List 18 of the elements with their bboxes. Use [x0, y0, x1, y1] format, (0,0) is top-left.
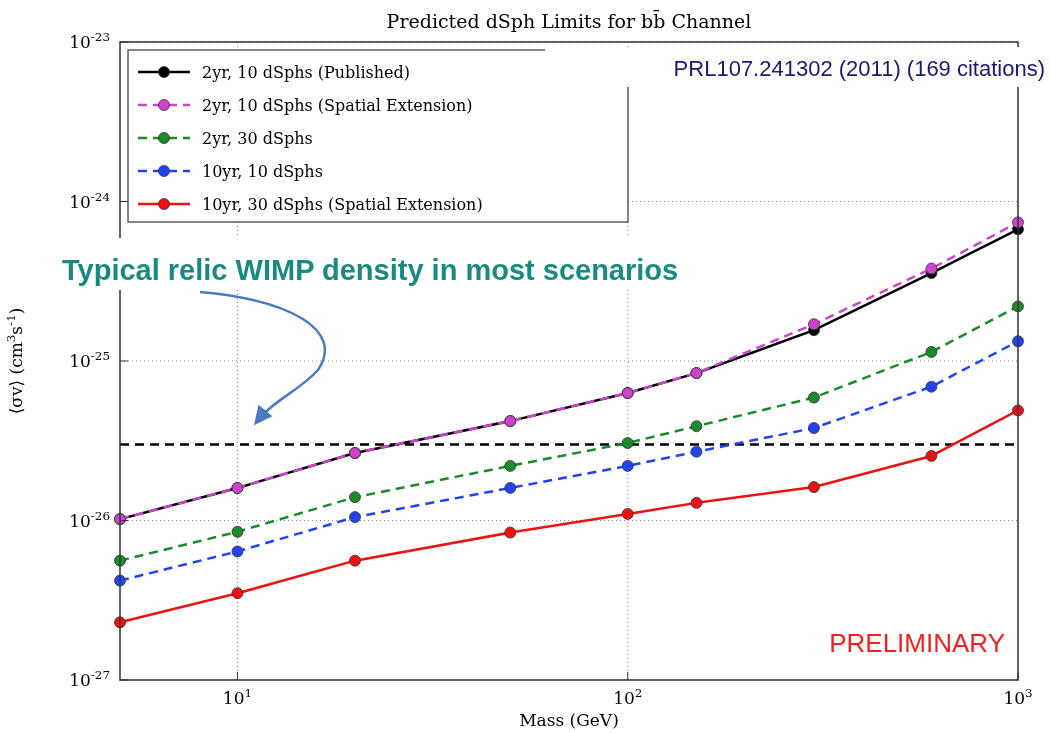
- annotation: Typical relic WIMP density in most scenarios: [62, 254, 679, 286]
- x-axis-title: Mass (GeV): [519, 710, 619, 730]
- y-tick-label: 10$^{-24}$: [69, 189, 110, 212]
- y-tick-label: 10$^{-27}$: [69, 668, 110, 690]
- x-tick-label: 10$^{1}$: [222, 686, 253, 708]
- legend-label: 2yr, 30 dSphs: [202, 129, 313, 148]
- legend-label: 10yr, 30 dSphs (Spatial Extension): [202, 195, 483, 214]
- legend-label: 2yr, 10 dSphs (Spatial Extension): [202, 96, 473, 115]
- legend-label: 2yr, 10 dSphs (Published): [202, 63, 411, 82]
- annotation: PRELIMINARY: [829, 628, 1005, 658]
- chart-title: Predicted dSph Limits for bb̄ Channel: [386, 8, 752, 32]
- x-tick-label: 10$^{3}$: [1003, 686, 1033, 708]
- annotation: PRL107.241302 (2011) (169 citations): [673, 56, 1045, 81]
- y-tick-label: 10$^{-25}$: [69, 349, 110, 371]
- y-tick-label: 10$^{-23}$: [69, 30, 110, 52]
- y-tick-label: 10$^{-26}$: [69, 508, 110, 531]
- legend-label: 10yr, 10 dSphs: [202, 162, 323, 181]
- x-tick-label: 10$^{2}$: [613, 686, 643, 708]
